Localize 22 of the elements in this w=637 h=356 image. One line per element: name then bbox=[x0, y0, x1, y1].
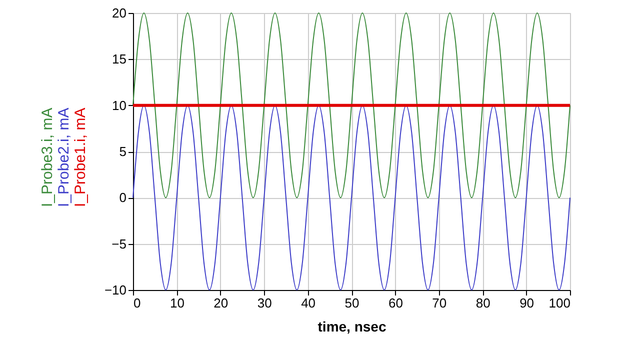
x-tick-label: 0 bbox=[134, 296, 141, 310]
y-tick-label: 0 bbox=[119, 190, 126, 206]
y-tick-label: 10 bbox=[112, 98, 126, 113]
text: I_Probe3.i, mA bbox=[39, 108, 56, 207]
x-tick-label: 70 bbox=[432, 296, 447, 310]
text: I_Probe2.i, mA bbox=[56, 108, 72, 207]
x-tick-label: 20 bbox=[214, 296, 228, 310]
y-tick-label: 15 bbox=[112, 52, 126, 67]
y-tick-label: 5 bbox=[119, 144, 126, 159]
x-tick-label: 10 bbox=[170, 296, 184, 310]
x-axis-title: time, nsec bbox=[318, 318, 386, 334]
x-tick-label: 90 bbox=[520, 296, 534, 310]
x-tick-label: 100 bbox=[548, 296, 570, 310]
x-tick-label: 50 bbox=[344, 296, 360, 310]
x-tick-label: 80 bbox=[476, 296, 490, 310]
y-tick-label: −10 bbox=[104, 282, 126, 298]
text: I_Probe1.i, mA bbox=[72, 108, 89, 207]
y-tick-label: 20 bbox=[112, 6, 126, 20]
y-tick-label: −5 bbox=[112, 236, 126, 252]
x-tick-label: 30 bbox=[257, 296, 272, 310]
x-tick-label: 60 bbox=[388, 296, 403, 310]
x-tick-label: 40 bbox=[301, 296, 316, 310]
